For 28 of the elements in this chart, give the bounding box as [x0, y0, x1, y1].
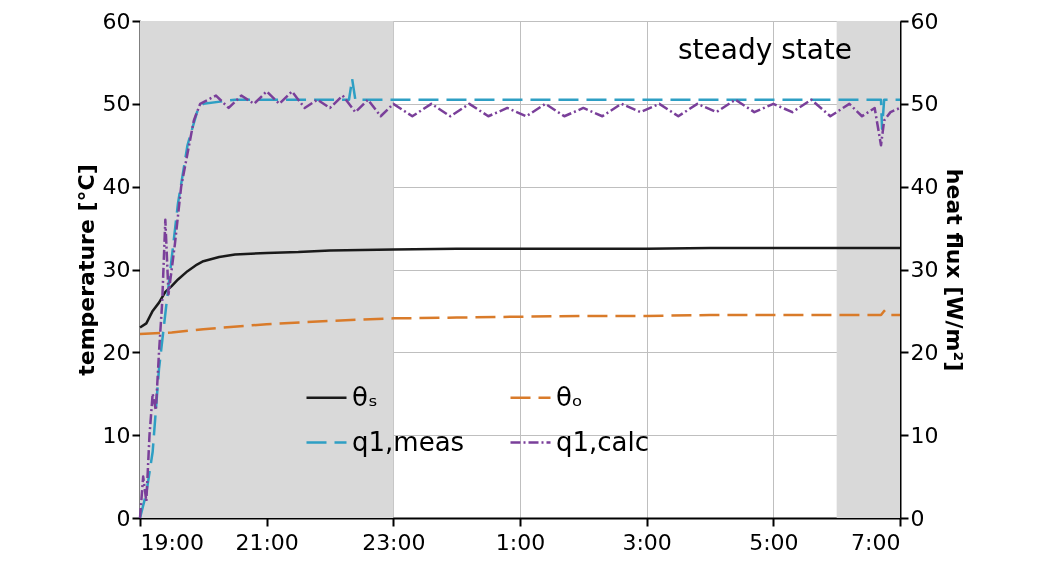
annotation: steady state: [677, 33, 853, 66]
x-tick-label: 19:00: [140, 529, 204, 555]
y2-tick-label: 0: [910, 505, 925, 531]
y-tick-label: 60: [102, 8, 131, 34]
y2-tick-label: 20: [910, 339, 939, 365]
x-tick-label: 7:00: [851, 529, 901, 555]
y2-tick-label: 60: [910, 8, 939, 34]
x-tick-label: 3:00: [622, 529, 672, 555]
y-tick-label: 20: [102, 339, 131, 365]
y2-tick-label: 40: [910, 174, 939, 200]
legend-label: q1,calc: [556, 426, 650, 457]
y2-tick-label: 10: [910, 422, 939, 448]
y-tick-label: 50: [102, 91, 131, 117]
x-tick-label: 1:00: [495, 529, 546, 555]
y-tick-label: 30: [102, 257, 131, 282]
x-tick-label: 23:00: [362, 529, 426, 555]
y-tick-label: 0: [116, 505, 131, 531]
x-tick-label: 5:00: [749, 529, 799, 555]
y2-axis-title: heat flux [W/m²]: [942, 168, 968, 372]
y-axis-title: temperature [°C]: [73, 164, 99, 376]
y2-tick-label: 50: [910, 91, 939, 117]
x-tick-label: 21:00: [235, 529, 299, 555]
legend-label: θₛ: [352, 381, 378, 412]
y-tick-label: 40: [102, 174, 131, 200]
legend-label: q1,meas: [352, 426, 465, 457]
legend-label: θₒ: [556, 381, 583, 412]
y-tick-label: 10: [102, 422, 131, 448]
y2-tick-label: 30: [910, 257, 939, 282]
